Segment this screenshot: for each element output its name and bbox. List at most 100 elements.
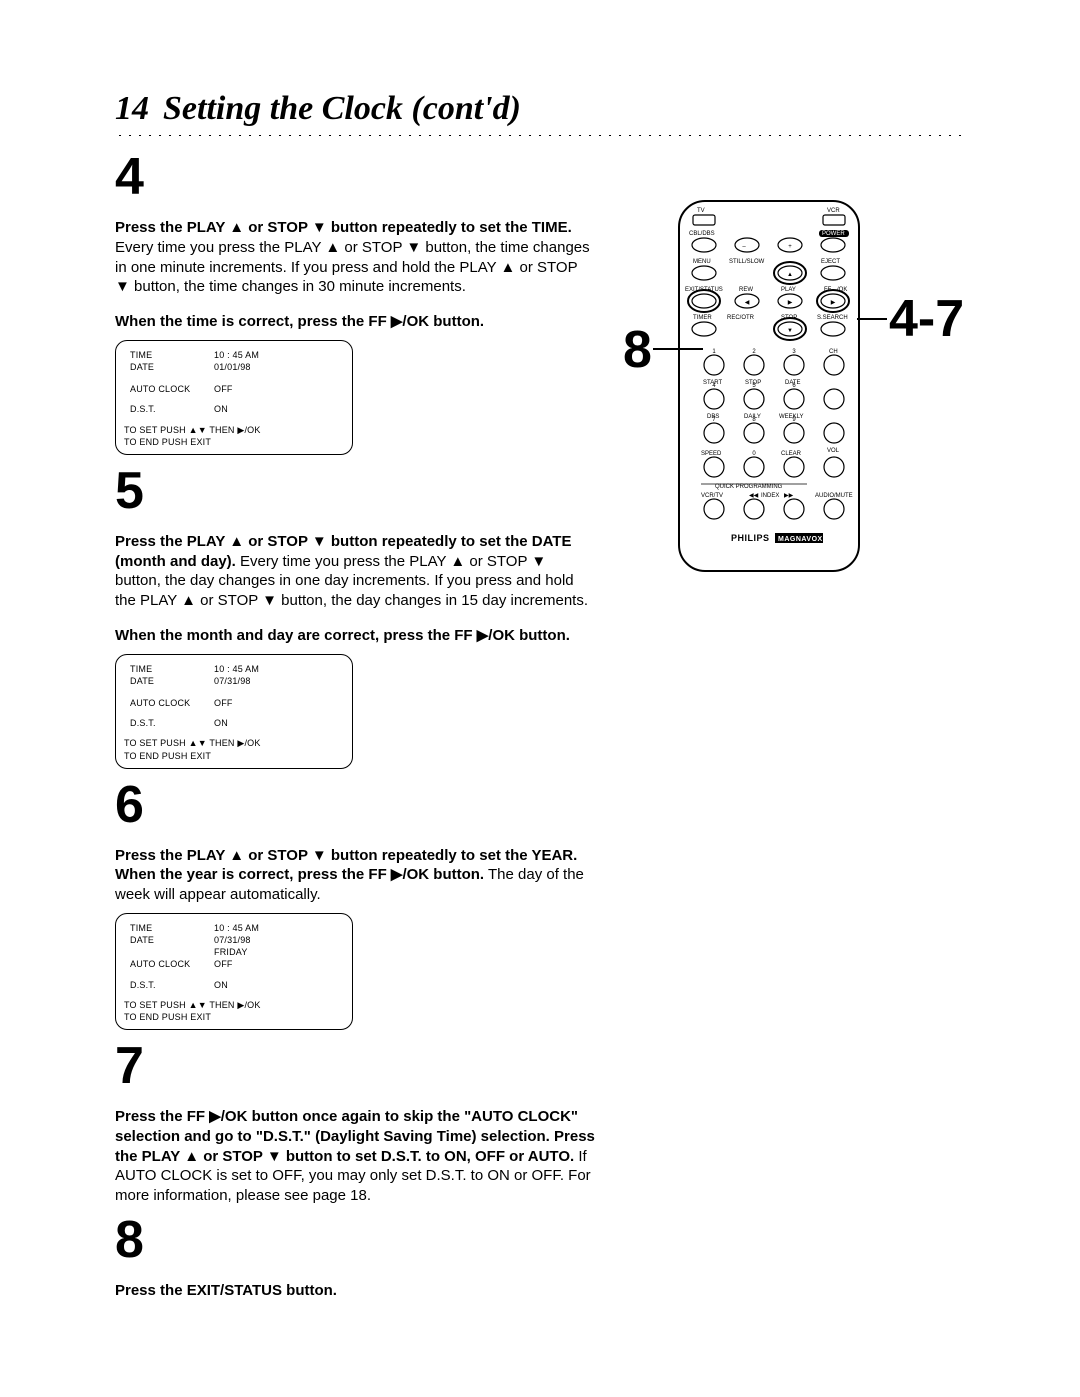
- brand-magnavox: MAGNAVOX: [778, 536, 823, 543]
- lbl-dbs: DBS: [707, 414, 719, 420]
- screen-5: TIME10 : 45 AM DATE07/31/98 AUTO CLOCKOF…: [115, 654, 353, 769]
- page-header: 14 Setting the Clock (cont'd): [115, 90, 965, 128]
- lbl-0: 0: [752, 451, 756, 457]
- lbl-play: PLAY: [781, 287, 796, 293]
- lbl-power: POWER: [822, 231, 845, 237]
- step-5-number: 5: [115, 465, 595, 517]
- btn-chup: [824, 355, 844, 375]
- lbl-3: 3: [792, 349, 796, 355]
- s5-spacer: [130, 687, 265, 697]
- step-7-bold1: Press the FF ▶/OK button once again to s…: [115, 1108, 595, 1165]
- lbl-down: ▼: [787, 328, 793, 334]
- lbl-plus: +: [788, 244, 792, 250]
- callout-8: 8: [623, 321, 652, 379]
- s4-auto-val: OFF: [214, 383, 265, 395]
- step-4-text1: Every time you press the PLAY ▲ or STOP …: [115, 239, 590, 296]
- right-column: 8 4-7 TV VCR: [619, 151, 965, 1309]
- step-8-number: 8: [115, 1214, 595, 1266]
- lbl-start: START: [703, 380, 722, 386]
- s6-spacer2: [130, 971, 265, 979]
- lbl-menu: MENU: [693, 259, 711, 265]
- btn-0: [744, 457, 764, 477]
- btn-clear: [784, 457, 804, 477]
- btn-menu: [692, 266, 716, 280]
- btn-2: [744, 355, 764, 375]
- step-8-bold1: Press the EXIT/STATUS button.: [115, 1282, 337, 1299]
- vcr-switch-icon: [823, 215, 845, 225]
- s4-spacer: [130, 373, 265, 383]
- lbl-up: ▲: [787, 272, 793, 278]
- lbl-clear: CLEAR: [781, 451, 802, 457]
- page-title: Setting the Clock (cont'd): [163, 90, 521, 128]
- screen-4-table: TIME10 : 45 AM DATE01/01/98 AUTO CLOCKOF…: [130, 349, 265, 416]
- step-7-number: 7: [115, 1040, 595, 1092]
- s6-date-lbl: DATE: [130, 934, 214, 946]
- lbl-vcr: VCR: [827, 208, 840, 214]
- lbl-vcrtv: VCR/TV: [701, 493, 723, 499]
- btn-timer: [692, 322, 716, 336]
- s5-time-val: 10 : 45 AM: [214, 663, 265, 675]
- s4-time-val: 10 : 45 AM: [214, 349, 265, 361]
- s4-time-lbl: TIME: [130, 349, 214, 361]
- lbl-index1: ◀◀: [749, 493, 759, 499]
- btn-6: [784, 389, 804, 409]
- lbl-1: 1: [712, 349, 716, 355]
- btn-exit: [692, 294, 716, 308]
- btn-eject: [821, 266, 845, 280]
- btn-idx2: [784, 499, 804, 519]
- remote-diagram: 8 4-7 TV VCR: [619, 181, 989, 606]
- btn-cbl: [692, 238, 716, 252]
- lbl-index: INDEX: [761, 493, 779, 499]
- step-8-text: Press the EXIT/STATUS button.: [115, 1281, 595, 1301]
- s6-time-lbl: TIME: [130, 922, 214, 934]
- s6-dst-lbl: D.S.T.: [130, 979, 214, 991]
- s4-auto-lbl: AUTO CLOCK: [130, 383, 214, 395]
- lbl-tv: TV: [697, 208, 705, 214]
- left-column: 4 Press the PLAY ▲ or STOP ▼ button repe…: [115, 151, 595, 1309]
- lbl-date: DATE: [785, 380, 801, 386]
- tv-switch-icon: [693, 215, 715, 225]
- lbl-stop2: STOP: [745, 380, 761, 386]
- s6-auto-val: OFF: [214, 958, 265, 970]
- s5-auto-val: OFF: [214, 697, 265, 709]
- step-6-number: 6: [115, 779, 595, 831]
- btn-1: [704, 355, 724, 375]
- header-dots: [115, 134, 965, 137]
- columns: 4 Press the PLAY ▲ or STOP ▼ button repe…: [115, 151, 965, 1309]
- s5-foot1: TO SET PUSH ▲▼ THEN ▶/OK: [124, 737, 340, 749]
- step-5-bold2: When the month and day are correct, pres…: [115, 626, 595, 646]
- step-4-number: 4: [115, 151, 595, 203]
- number-pad: 1 2 3 4 5 6 START STOP DATE CH: [701, 349, 844, 490]
- s5-date-val: 07/31/98: [214, 675, 265, 687]
- btn-chdn: [824, 389, 844, 409]
- page-number: 14: [115, 90, 149, 128]
- s4-dst-val: ON: [214, 403, 265, 415]
- lbl-cbl: CBL/DBS: [689, 231, 715, 237]
- lbl-daily: DAILY: [744, 414, 761, 420]
- s5-dst-val: ON: [214, 717, 265, 729]
- btn-minus: [735, 238, 759, 252]
- step-4-bold2: When the time is correct, press the FF ▶…: [115, 312, 595, 332]
- btn-ssearch: [821, 322, 845, 336]
- lbl-rew: REW: [739, 287, 753, 293]
- lbl-speed: SPEED: [701, 451, 722, 457]
- s4-foot1: TO SET PUSH ▲▼ THEN ▶/OK: [124, 424, 340, 436]
- callout-47: 4-7: [889, 290, 964, 348]
- btn-speed: [704, 457, 724, 477]
- lbl-audio: AUDIO/MUTE: [815, 493, 853, 499]
- s5-dst-lbl: D.S.T.: [130, 717, 214, 729]
- btn-volup: [824, 423, 844, 443]
- btn-9: [784, 423, 804, 443]
- step-5-text: Press the PLAY ▲ or STOP ▼ button repeat…: [115, 532, 595, 611]
- btn-7: [704, 423, 724, 443]
- lbl-eject: EJECT: [821, 259, 840, 265]
- lbl-qp: QUICK PROGRAMMING: [715, 484, 783, 490]
- s5-spacer2: [130, 709, 265, 717]
- step-4-bold1: Press the PLAY ▲ or STOP ▼ button repeat…: [115, 219, 572, 236]
- btn-5: [744, 389, 764, 409]
- s4-foot2: TO END PUSH EXIT: [124, 436, 340, 448]
- screen-6: TIME10 : 45 AM DATE07/31/98 FRIDAY AUTO …: [115, 913, 353, 1030]
- lbl-2: 2: [752, 349, 756, 355]
- btn-3: [784, 355, 804, 375]
- s6-foot1: TO SET PUSH ▲▼ THEN ▶/OK: [124, 999, 340, 1011]
